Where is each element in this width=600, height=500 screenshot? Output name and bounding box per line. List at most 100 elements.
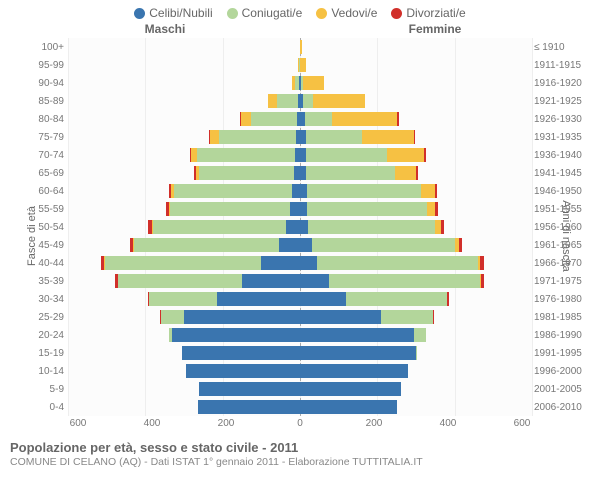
- age-row: 80-841926-1930: [68, 110, 532, 128]
- bar-segment: [441, 220, 444, 234]
- bar-segment: [300, 220, 308, 234]
- bar-segment: [480, 256, 483, 270]
- birth-label: 1991-1995: [534, 348, 590, 359]
- bar-segment: [300, 292, 346, 306]
- birth-label: 1946-1950: [534, 186, 590, 197]
- bar-segment: [217, 292, 300, 306]
- bar-segment: [306, 148, 387, 162]
- bar-segment: [435, 184, 437, 198]
- male-bar: [68, 40, 300, 54]
- male-bar: [68, 292, 300, 306]
- bar-segment: [186, 364, 300, 378]
- header-male: Maschi: [0, 22, 300, 36]
- age-label: 100+: [28, 42, 64, 53]
- male-bar: [68, 202, 300, 216]
- male-bar: [68, 310, 300, 324]
- legend-label: Vedovi/e: [331, 6, 377, 20]
- age-label: 65-69: [28, 168, 64, 179]
- female-bar: [300, 76, 532, 90]
- male-bar: [68, 364, 300, 378]
- bar-segment: [279, 238, 300, 252]
- bar-segment: [184, 310, 300, 324]
- chart-title: Popolazione per età, sesso e stato civil…: [10, 440, 590, 455]
- bar-segment: [300, 238, 312, 252]
- x-tick-label: 600: [70, 418, 87, 429]
- female-bar: [300, 148, 532, 162]
- bar-segment: [153, 220, 286, 234]
- bar-segment: [300, 364, 408, 378]
- age-row: 70-741936-1940: [68, 146, 532, 164]
- chart-area: Fasce di età Anni di nascita 100+≤ 19109…: [10, 38, 590, 434]
- bar-segment: [307, 202, 427, 216]
- bar-segment: [303, 76, 324, 90]
- bar-segment: [261, 256, 300, 270]
- age-label: 80-84: [28, 114, 64, 125]
- bar-segment: [251, 112, 297, 126]
- female-bar: [300, 274, 532, 288]
- bar-segment: [210, 130, 219, 144]
- male-bar: [68, 400, 300, 414]
- age-row: 5-92001-2005: [68, 380, 532, 398]
- female-bar: [300, 202, 532, 216]
- bar-segment: [300, 400, 397, 414]
- bar-segment: [416, 346, 417, 360]
- legend-item: Coniugati/e: [227, 6, 303, 20]
- bar-segment: [197, 148, 296, 162]
- male-bar: [68, 256, 300, 270]
- x-tick-label: 0: [297, 418, 303, 429]
- bar-segment: [286, 220, 300, 234]
- bar-segment: [198, 400, 300, 414]
- legend-label: Celibi/Nubili: [149, 6, 212, 20]
- female-bar: [300, 328, 532, 342]
- bar-segment: [241, 112, 251, 126]
- birth-label: 1926-1930: [534, 114, 590, 125]
- bar-segment: [332, 112, 398, 126]
- male-bar: [68, 238, 300, 252]
- birth-label: 1966-1970: [534, 258, 590, 269]
- x-tick-label: 200: [366, 418, 383, 429]
- age-row: 60-641946-1950: [68, 182, 532, 200]
- bar-segment: [170, 202, 290, 216]
- bar-segment: [219, 130, 296, 144]
- gridline: [532, 38, 533, 416]
- birth-label: 1931-1935: [534, 132, 590, 143]
- age-label: 95-99: [28, 60, 64, 71]
- bar-segment: [300, 328, 414, 342]
- legend: Celibi/NubiliConiugati/eVedovi/eDivorzia…: [0, 0, 600, 22]
- female-bar: [300, 256, 532, 270]
- bar-segment: [381, 310, 433, 324]
- age-row: 35-391971-1975: [68, 272, 532, 290]
- bar-segment: [414, 328, 426, 342]
- female-bar: [300, 346, 532, 360]
- legend-swatch: [134, 8, 145, 19]
- bar-segment: [313, 94, 365, 108]
- female-bar: [300, 292, 532, 306]
- x-tick-label: 400: [440, 418, 457, 429]
- age-label: 25-29: [28, 312, 64, 323]
- age-row: 40-441966-1970: [68, 254, 532, 272]
- age-label: 20-24: [28, 330, 64, 341]
- birth-label: ≤ 1910: [534, 42, 590, 53]
- birth-label: 1921-1925: [534, 96, 590, 107]
- bar-segment: [433, 310, 434, 324]
- bar-segment: [395, 166, 416, 180]
- header-female: Femmine: [300, 22, 600, 36]
- female-bar: [300, 382, 532, 396]
- birth-label: 1956-1960: [534, 222, 590, 233]
- age-row: 85-891921-1925: [68, 92, 532, 110]
- bar-segment: [312, 238, 455, 252]
- legend-item: Celibi/Nubili: [134, 6, 212, 20]
- bar-segment: [292, 184, 300, 198]
- birth-label: 1981-1985: [534, 312, 590, 323]
- male-bar: [68, 76, 300, 90]
- age-label: 50-54: [28, 222, 64, 233]
- bar-segment: [447, 292, 449, 306]
- female-bar: [300, 94, 532, 108]
- bar-segment: [303, 94, 313, 108]
- bar-segment: [161, 310, 184, 324]
- male-bar: [68, 184, 300, 198]
- legend-swatch: [316, 8, 327, 19]
- bar-segment: [317, 256, 477, 270]
- legend-swatch: [227, 8, 238, 19]
- bar-segment: [421, 184, 435, 198]
